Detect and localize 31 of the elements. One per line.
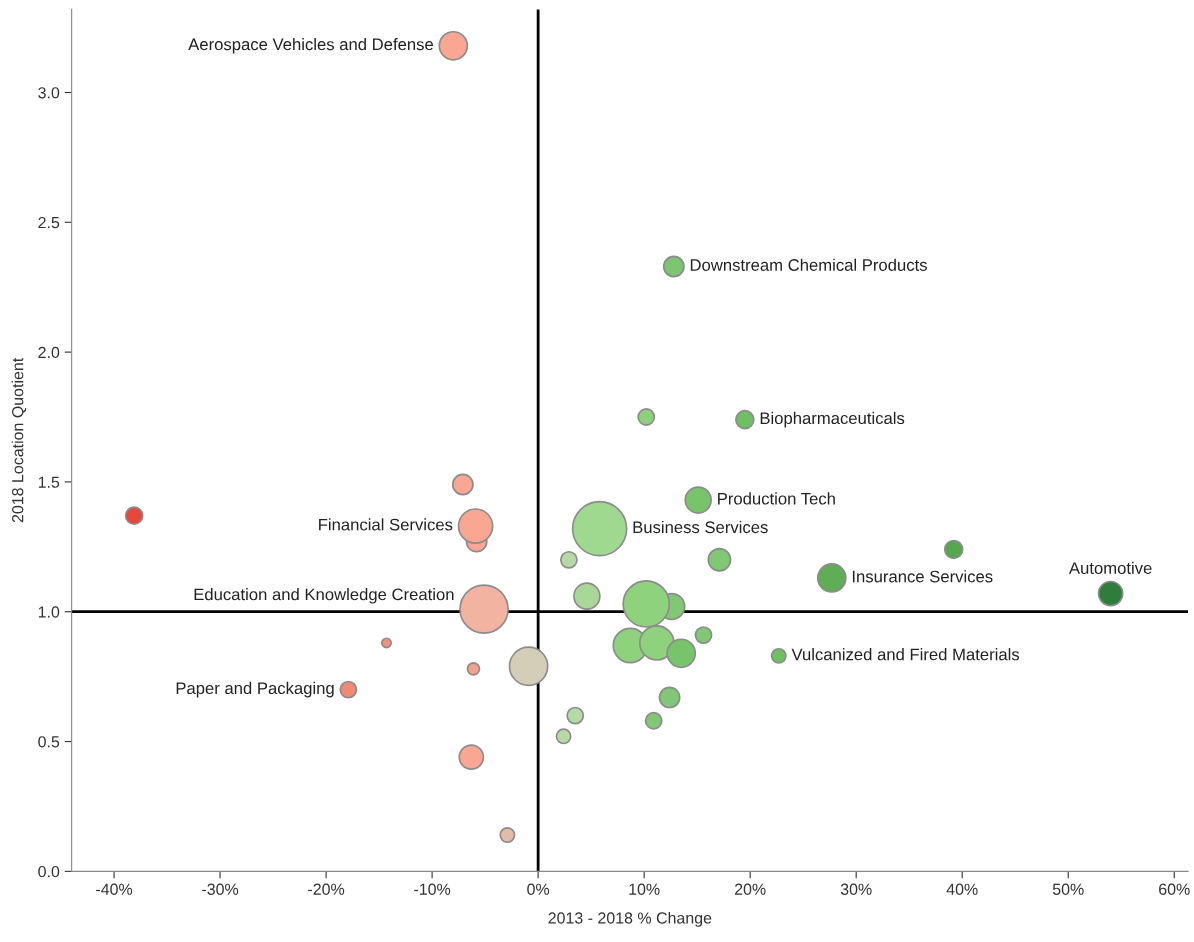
y-tick-label: 2.0 [38,346,60,359]
x-tick-label: -10% [414,883,451,895]
y-tick-label: 1.0 [38,606,60,618]
x-tick-label: 60% [1159,883,1190,895]
x-tick-label: 20% [734,883,766,895]
y-tick-label: 0.0 [38,865,60,878]
annotation: Insurance Services [852,570,993,583]
y-tick-label: 3.0 [38,87,60,99]
annotation: Paper and Packaging [176,681,334,698]
x-tick-label: 0% [527,883,550,895]
x-axis-title: 2013 - 2018 % Change [548,911,712,927]
annotation: Downstream Chemical Products [690,258,927,271]
x-tick-label: 10% [629,883,660,895]
y-axis-title: 2018 Location Quotient [11,357,27,523]
annotation: Education and Knowledge Creation [194,588,454,604]
x-tick-label: 50% [1052,883,1084,895]
x-tick-label: -20% [308,883,345,895]
y-tick-label: 1.5 [38,476,60,488]
annotation: Biopharmaceuticals [760,411,905,428]
y-tick-label: 0.5 [38,736,60,748]
x-tick-label: -40% [96,883,133,895]
x-tick-label: 30% [840,883,872,895]
annotation: Business Services [633,520,768,534]
annotation: Financial Services [319,518,453,531]
annotation: Vulcanized and Fired Materials [791,648,1020,661]
x-tick-label: -30% [202,883,239,895]
x-tick-label: 40% [946,883,978,895]
annotation: Aerospace Vehicles and Defense [188,38,433,54]
annotation: Automotive [1068,561,1152,575]
y-tick-label: 2.5 [38,216,60,229]
annotation: Production Tech [718,492,835,505]
